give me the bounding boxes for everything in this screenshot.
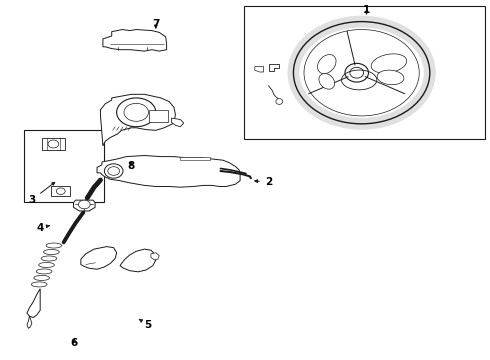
Bar xyxy=(244,6,485,139)
Ellipse shape xyxy=(36,269,52,274)
Polygon shape xyxy=(269,64,279,71)
Circle shape xyxy=(117,98,156,127)
Ellipse shape xyxy=(318,55,336,74)
Ellipse shape xyxy=(371,54,407,73)
Polygon shape xyxy=(255,67,264,72)
Polygon shape xyxy=(172,118,184,127)
Ellipse shape xyxy=(31,282,47,287)
Polygon shape xyxy=(97,156,240,187)
Text: 6: 6 xyxy=(71,338,78,348)
Polygon shape xyxy=(27,316,32,328)
Ellipse shape xyxy=(46,243,62,248)
Ellipse shape xyxy=(377,70,404,85)
Polygon shape xyxy=(42,138,65,150)
Polygon shape xyxy=(151,253,159,260)
Polygon shape xyxy=(27,289,40,318)
Text: 2: 2 xyxy=(255,177,272,187)
Ellipse shape xyxy=(39,262,54,267)
Polygon shape xyxy=(100,94,175,146)
Ellipse shape xyxy=(319,73,335,89)
Circle shape xyxy=(78,200,90,209)
Text: 7: 7 xyxy=(152,19,160,30)
Ellipse shape xyxy=(41,256,57,261)
Text: 5: 5 xyxy=(139,319,151,330)
Polygon shape xyxy=(120,249,156,272)
Polygon shape xyxy=(149,110,168,122)
Ellipse shape xyxy=(104,164,123,178)
Ellipse shape xyxy=(276,99,283,104)
Text: 1: 1 xyxy=(363,5,370,15)
Text: 8: 8 xyxy=(128,161,135,171)
Ellipse shape xyxy=(44,249,59,255)
Text: 4: 4 xyxy=(36,222,49,233)
Polygon shape xyxy=(74,200,95,211)
Polygon shape xyxy=(51,186,70,196)
Polygon shape xyxy=(81,247,117,269)
Ellipse shape xyxy=(345,63,368,82)
Ellipse shape xyxy=(34,275,49,280)
Polygon shape xyxy=(180,157,210,160)
Text: 3: 3 xyxy=(28,183,55,205)
Bar xyxy=(24,130,104,202)
Polygon shape xyxy=(103,30,167,51)
